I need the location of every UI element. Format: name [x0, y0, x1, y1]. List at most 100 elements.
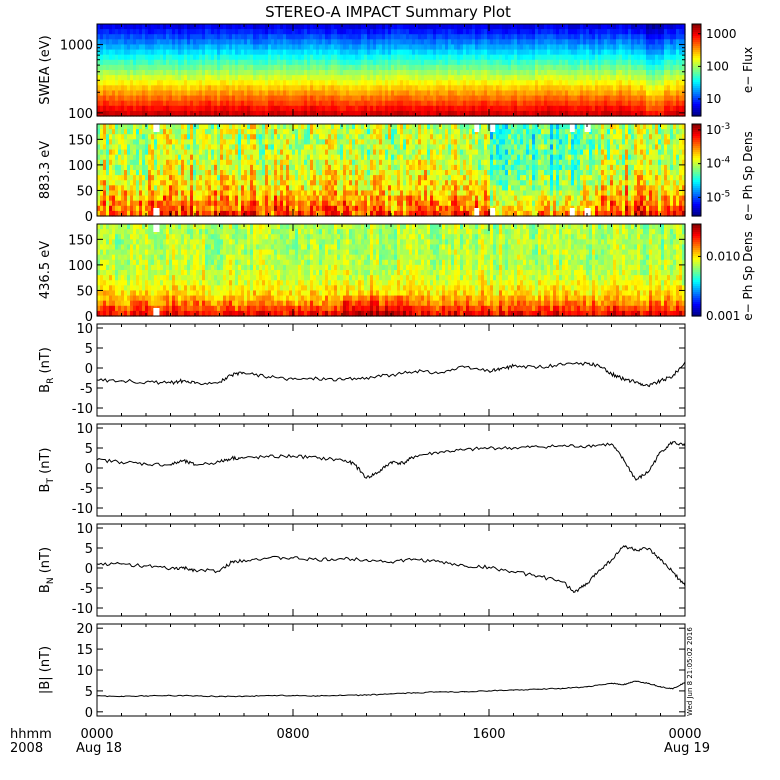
data-point	[292, 455, 294, 457]
data-point	[463, 691, 466, 693]
data-point	[365, 377, 368, 379]
data-point	[439, 372, 441, 374]
data-point	[512, 447, 515, 449]
data-gap-top-4	[584, 124, 591, 132]
data-point	[169, 382, 172, 384]
data-point	[488, 447, 490, 449]
y-tick-label: 5	[85, 542, 93, 557]
panel-pad_436: 0.001 0.010 e− Ph Sp Dens 0 50 100 150 436.5 eV	[38, 223, 755, 325]
data-point	[267, 694, 270, 697]
data-point	[635, 381, 637, 383]
data-point	[316, 695, 319, 697]
data-point	[120, 461, 123, 463]
y-tick-label: -5	[80, 582, 93, 597]
data-point	[586, 583, 588, 585]
data-point	[194, 464, 196, 466]
y-axis-label: 436.5 eV	[38, 241, 53, 299]
data-point	[488, 370, 490, 372]
y-axis-label-unit: (nT)	[38, 448, 53, 478]
data-point	[365, 694, 368, 696]
data-point	[537, 688, 539, 690]
y-axis-label-unit: (nT)	[38, 347, 53, 377]
data-point	[194, 569, 196, 571]
data-point	[182, 380, 184, 382]
data-point	[647, 548, 649, 550]
colorbar-tick-label: 10-3	[706, 122, 730, 137]
y-tick-label: 5	[85, 442, 93, 457]
data-point	[390, 693, 392, 695]
data-point	[414, 692, 417, 694]
data-point	[341, 558, 343, 560]
data-point	[647, 385, 649, 387]
data-point	[267, 456, 270, 458]
data-point	[623, 459, 625, 461]
panel-br: -10 -5 0 5 10 BR (nT)	[38, 322, 686, 417]
data-point	[231, 457, 233, 459]
y-axis-label-subscript: T	[46, 478, 56, 485]
data-point	[145, 565, 147, 567]
data-point	[218, 461, 221, 463]
data-point	[120, 695, 123, 697]
colorbar-tick-label: 10-4	[706, 156, 731, 171]
y-tick-label: 150	[68, 133, 93, 148]
data-point	[610, 682, 613, 685]
x-tick-label: 0000	[80, 727, 113, 742]
y-axis-label-subscript: N	[46, 577, 56, 584]
y-tick-label: 0	[85, 310, 93, 325]
data-point	[145, 381, 147, 383]
data-point	[169, 568, 172, 570]
data-point	[316, 559, 319, 561]
data-point	[120, 380, 123, 382]
data-point	[316, 457, 319, 459]
data-point	[390, 374, 392, 376]
colorbar-tick-label: 10-5	[706, 189, 730, 204]
y-tick-label: 15	[76, 643, 93, 658]
y-tick-label: 0	[85, 210, 93, 225]
series-line-bn	[96, 544, 686, 594]
data-point	[169, 464, 172, 466]
data-point	[231, 561, 233, 563]
data-point	[414, 455, 417, 457]
y-axis-label-text: |B| (nT)	[38, 646, 53, 694]
colorbar-tick-exponent: -4	[721, 156, 730, 166]
data-point	[341, 459, 343, 461]
data-point	[243, 559, 245, 561]
data-point	[647, 471, 649, 473]
data-point	[586, 445, 588, 447]
y-tick-label: -10	[72, 502, 93, 517]
data-point	[378, 471, 380, 473]
data-point	[341, 379, 343, 381]
y-axis-label-subscript: R	[46, 378, 56, 384]
data-point	[561, 687, 564, 690]
data-gap-bottom-2	[490, 208, 496, 216]
data-point	[365, 477, 368, 479]
data-point	[292, 694, 294, 697]
data-point	[402, 462, 404, 464]
data-point	[659, 451, 662, 453]
colorbar-title: e− Ph Sp Dens	[741, 231, 755, 320]
panel-bt: -10 -5 0 5 10 BT (nT)	[38, 422, 686, 517]
y-tick-label: 0	[85, 706, 93, 721]
y-tick-label: 10	[76, 522, 93, 537]
data-point	[537, 366, 539, 368]
data-point	[512, 689, 515, 691]
data-point	[512, 571, 515, 573]
y-axis-label-text: B	[38, 584, 53, 593]
heatmap-swea	[97, 24, 686, 117]
colorbar-tick-exponent: -5	[721, 189, 730, 199]
data-point	[414, 370, 417, 372]
data-point	[659, 686, 662, 688]
data-gap-bottom-0	[153, 308, 160, 316]
data-gap-top-1	[474, 124, 480, 132]
data-gap-bottom-1	[474, 208, 480, 216]
data-point	[586, 362, 588, 364]
y-axis-label: BR (nT)	[38, 347, 56, 393]
data-point	[267, 376, 270, 378]
data-point	[537, 446, 539, 448]
data-point	[120, 563, 123, 565]
colorbar-swea: 10 100 1000 e− Flux	[691, 23, 755, 117]
colorbar-tick-label: 100	[706, 59, 729, 73]
heatmap-pad_436	[97, 224, 686, 317]
colorbar-tick-label: 10	[706, 92, 721, 106]
